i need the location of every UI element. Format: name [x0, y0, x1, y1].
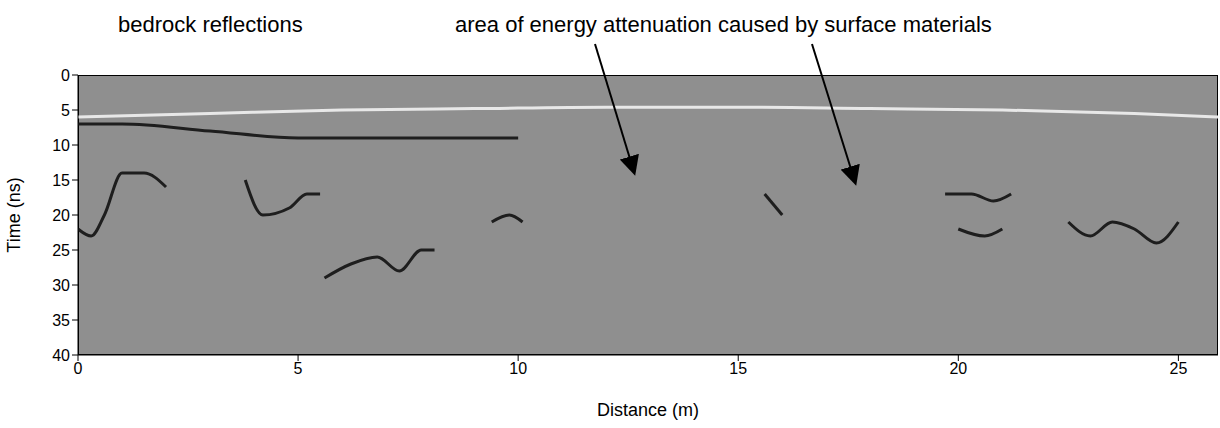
svg-text:35: 35 — [52, 312, 70, 329]
svg-text:Time (ns): Time (ns) — [4, 177, 24, 252]
svg-text:5: 5 — [294, 360, 303, 377]
svg-text:25: 25 — [1169, 360, 1187, 377]
svg-text:5: 5 — [61, 102, 70, 119]
svg-text:15: 15 — [729, 360, 747, 377]
svg-text:25: 25 — [52, 242, 70, 259]
svg-text:30: 30 — [52, 277, 70, 294]
svg-text:Distance (m): Distance (m) — [597, 400, 699, 420]
svg-text:20: 20 — [52, 207, 70, 224]
svg-text:10: 10 — [509, 360, 527, 377]
svg-text:0: 0 — [74, 360, 83, 377]
svg-text:20: 20 — [949, 360, 967, 377]
html-text:bedrock reflections: bedrock reflections — [118, 12, 303, 37]
svg-text:0: 0 — [61, 67, 70, 84]
html-text:area of energy attenuation cau: area of energy attenuation caused by sur… — [455, 12, 992, 37]
svg-text:15: 15 — [52, 172, 70, 189]
svg-text:40: 40 — [52, 347, 70, 364]
svg-text:10: 10 — [52, 137, 70, 154]
